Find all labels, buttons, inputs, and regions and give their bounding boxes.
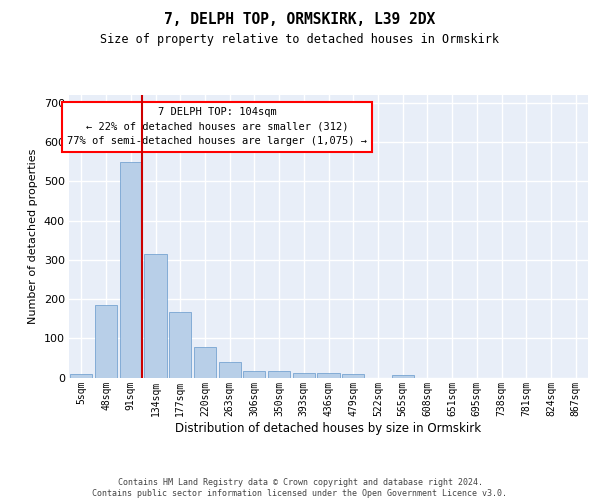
Bar (119, 162, 142, 378)
Y-axis label: Number of detached properties: Number of detached properties (28, 148, 38, 324)
Text: Size of property relative to detached houses in Ormskirk: Size of property relative to detached ho… (101, 32, 499, 46)
Bar (70, 374, 92, 378)
Bar (95, 305, 117, 378)
Bar (317, 373, 340, 378)
Text: 7 DELPH TOP: 104sqm
← 22% of detached houses are smaller (312)
77% of semi-detac: 7 DELPH TOP: 104sqm ← 22% of detached ho… (67, 107, 367, 146)
Bar (342, 374, 364, 378)
Bar (194, 348, 216, 378)
Bar (392, 375, 414, 378)
Bar (243, 371, 265, 378)
Text: 7, DELPH TOP, ORMSKIRK, L39 2DX: 7, DELPH TOP, ORMSKIRK, L39 2DX (164, 12, 436, 28)
X-axis label: Distribution of detached houses by size in Ormskirk: Distribution of detached houses by size … (175, 422, 482, 436)
Bar (169, 312, 191, 378)
Bar (293, 373, 315, 378)
Bar (218, 362, 241, 378)
Text: Contains HM Land Registry data © Crown copyright and database right 2024.
Contai: Contains HM Land Registry data © Crown c… (92, 478, 508, 498)
Bar (145, 254, 167, 378)
Bar (268, 371, 290, 378)
